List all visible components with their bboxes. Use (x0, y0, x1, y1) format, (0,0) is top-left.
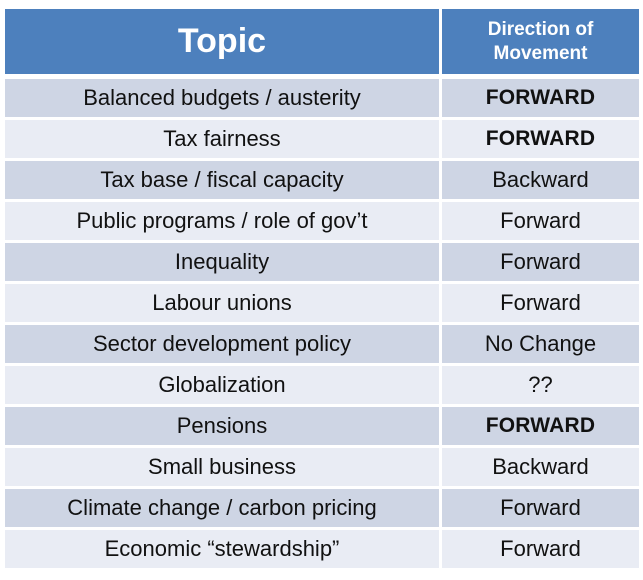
topic-cell: Balanced budgets / austerity (5, 79, 439, 117)
topic-cell: Globalization (5, 366, 439, 404)
column-header-direction: Direction of Movement (442, 9, 639, 74)
topic-cell: Labour unions (5, 284, 439, 322)
table-header: Topic Direction of Movement (5, 9, 639, 74)
column-header-topic: Topic (5, 9, 439, 74)
direction-cell: Forward (442, 202, 639, 240)
topic-cell: Climate change / carbon pricing (5, 489, 439, 527)
topic-cell: Inequality (5, 243, 439, 281)
direction-cell: Backward (442, 161, 639, 199)
direction-cell: Forward (442, 530, 639, 568)
direction-cell: No Change (442, 325, 639, 363)
direction-cell: Forward (442, 243, 639, 281)
direction-cell: Backward (442, 448, 639, 486)
topic-cell: Tax fairness (5, 120, 439, 158)
direction-cell: FORWARD (442, 79, 639, 117)
table-body: Balanced budgets / austerity FORWARD Tax… (5, 79, 639, 568)
direction-cell: FORWARD (442, 120, 639, 158)
topic-cell: Public programs / role of gov’t (5, 202, 439, 240)
topic-direction-table: Topic Direction of Movement Balanced bud… (5, 9, 639, 568)
topic-cell: Small business (5, 448, 439, 486)
topic-cell: Pensions (5, 407, 439, 445)
topic-cell: Tax base / fiscal capacity (5, 161, 439, 199)
topic-cell: Economic “stewardship” (5, 530, 439, 568)
direction-cell: Forward (442, 489, 639, 527)
direction-cell: FORWARD (442, 407, 639, 445)
direction-cell: ?? (442, 366, 639, 404)
topic-cell: Sector development policy (5, 325, 439, 363)
direction-cell: Forward (442, 284, 639, 322)
